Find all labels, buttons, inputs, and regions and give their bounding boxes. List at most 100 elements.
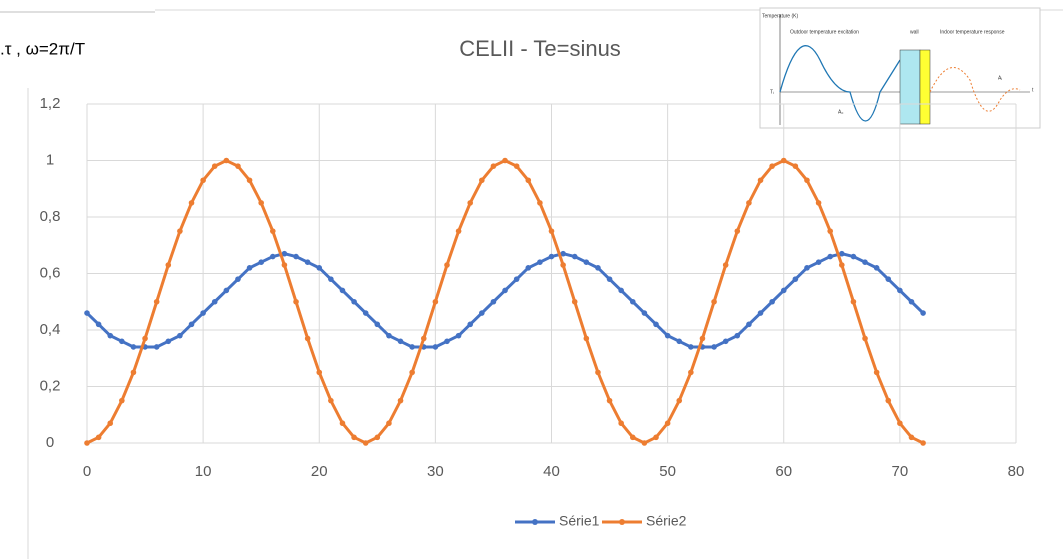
data-point [839, 250, 845, 257]
data-point [119, 338, 125, 345]
data-point [629, 434, 636, 441]
data-point [815, 200, 822, 206]
data-point [850, 253, 857, 260]
inset-label: Aᵢ [998, 75, 1002, 81]
data-point [444, 262, 450, 268]
data-point [304, 335, 311, 342]
data-point [409, 369, 415, 376]
data-point [328, 276, 334, 282]
data-point [815, 259, 822, 266]
data-point [873, 265, 880, 271]
data-point [165, 262, 172, 268]
data-point [432, 344, 439, 350]
data-point [142, 335, 148, 342]
data-point [537, 259, 543, 266]
data-point [885, 397, 892, 404]
data-point [211, 163, 218, 169]
data-point [374, 321, 381, 328]
data-point [490, 163, 497, 169]
data-point [711, 298, 717, 305]
inset: Temperature (K) Outdoor temperature exci… [759, 7, 1041, 129]
data-point [84, 440, 90, 446]
inset-wall [899, 49, 921, 125]
data-point [769, 163, 775, 169]
data-point [757, 177, 764, 184]
data-point [153, 298, 160, 305]
data-point [595, 369, 601, 376]
data-point [258, 200, 264, 206]
x-tick-label: 20 [311, 463, 328, 480]
data-point [351, 298, 357, 305]
data-point [525, 177, 532, 184]
data-point [873, 369, 880, 376]
data-point [792, 276, 799, 282]
data-point [84, 310, 90, 316]
data-point [188, 321, 195, 328]
data-point [270, 228, 276, 234]
x-tick-label: 40 [543, 463, 560, 480]
data-point [629, 298, 636, 305]
data-point [467, 321, 474, 328]
data-point [746, 321, 752, 328]
x-tick-label: 30 [427, 463, 444, 480]
data-point [362, 440, 369, 446]
data-point [130, 344, 137, 350]
data-point [374, 434, 381, 441]
data-point [792, 163, 799, 169]
data-point [351, 434, 357, 441]
inset-label: t [1032, 87, 1034, 93]
data-point [618, 420, 624, 427]
inset-label: Temperature (K) [762, 13, 798, 19]
data-point [304, 259, 311, 266]
y-tick-label: 0 [46, 434, 54, 451]
data-point [235, 163, 241, 169]
x-tick-label: 10 [195, 463, 212, 480]
data-point [920, 440, 926, 446]
data-point [397, 397, 404, 404]
data-point [734, 332, 741, 339]
data-point [653, 321, 659, 328]
data-point [862, 259, 868, 266]
data-point [804, 177, 810, 184]
data-point [641, 310, 648, 316]
data-point [455, 228, 462, 234]
y-tick-label: 0,8 [40, 208, 61, 225]
data-point [560, 250, 566, 257]
data-point [420, 335, 427, 342]
data-point [316, 265, 323, 271]
data-point [513, 276, 520, 282]
legend-marker [619, 519, 625, 525]
data-point [409, 344, 415, 350]
data-point [653, 434, 659, 441]
data-point [386, 420, 392, 427]
data-point [223, 157, 230, 164]
data-point [119, 397, 125, 404]
data-point [479, 177, 485, 184]
data-point [130, 369, 137, 376]
data-point [908, 298, 915, 305]
data-point [339, 287, 346, 294]
data-point [200, 177, 206, 184]
data-point [235, 276, 241, 282]
data-point [780, 287, 787, 294]
data-point [571, 253, 578, 260]
data-point [664, 420, 671, 427]
data-point [293, 253, 299, 260]
data-point [432, 298, 439, 305]
data-point [107, 332, 114, 339]
data-point [339, 420, 346, 427]
data-point [827, 253, 833, 260]
x-tick-label: 50 [659, 463, 676, 480]
data-point [467, 200, 474, 206]
data-point [490, 298, 497, 305]
data-point [246, 265, 253, 271]
y-tick-label: 1,2 [40, 95, 61, 112]
data-point [688, 344, 694, 350]
data-point [513, 163, 520, 169]
data-point [897, 287, 903, 294]
data-point [583, 335, 590, 342]
data-point [606, 397, 613, 404]
data-point [281, 262, 288, 268]
legend-label: Série2 [646, 513, 687, 529]
